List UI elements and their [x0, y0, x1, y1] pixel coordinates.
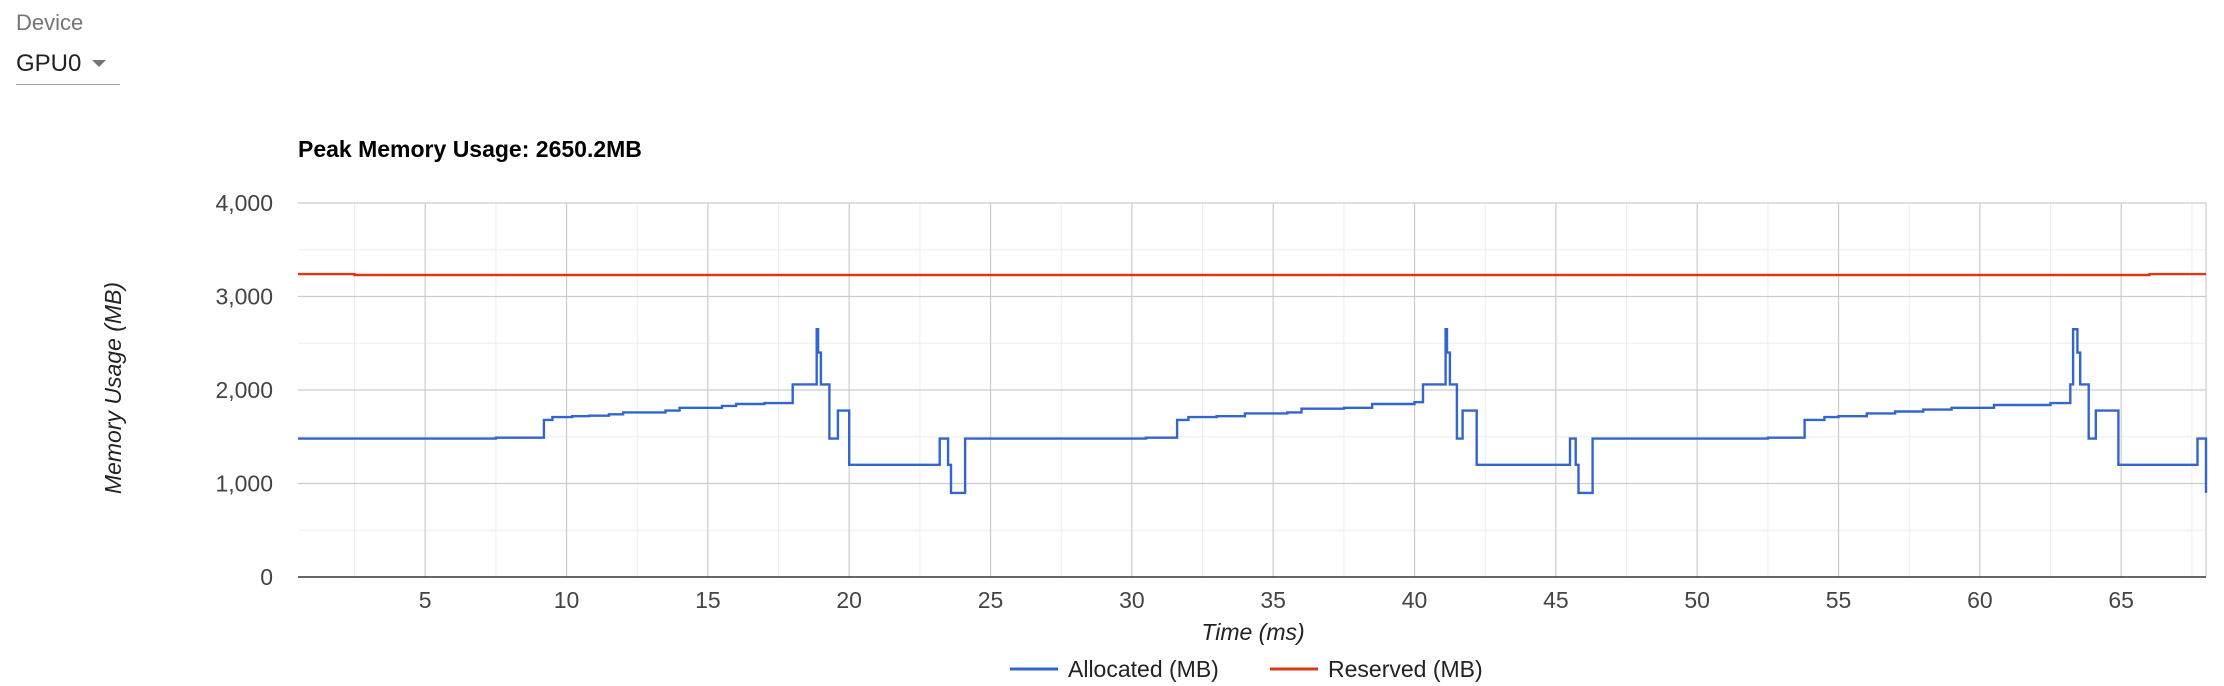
y-tick-label: 4,000 [215, 190, 273, 216]
x-tick-label: 30 [1119, 587, 1145, 613]
y-tick-label: 3,000 [215, 284, 273, 310]
series-lines [298, 272, 2208, 495]
device-selector: Device GPU0 [16, 10, 120, 85]
device-dropdown[interactable]: GPU0 [16, 44, 120, 85]
x-tick-label: 60 [1967, 587, 1993, 613]
legend-label: Allocated (MB) [1068, 656, 1219, 682]
x-tick-label: 55 [1826, 587, 1852, 613]
series-line-allocated [298, 328, 2208, 495]
device-label: Device [16, 10, 84, 35]
x-tick-label: 40 [1402, 587, 1428, 613]
x-tick-label: 5 [419, 587, 432, 613]
y-tick-label: 2,000 [215, 377, 273, 403]
device-selected-value: GPU0 [16, 50, 82, 77]
y-tick-label: 1,000 [215, 471, 273, 497]
x-tick-label: 45 [1543, 587, 1569, 613]
grid-lines [298, 202, 2207, 577]
y-axis-label: Memory Usage (MB) [100, 282, 126, 494]
x-tick-label: 65 [2108, 587, 2134, 613]
y-tick-label: 0 [260, 564, 273, 590]
x-tick-label: 10 [554, 587, 580, 613]
x-tick-label: 35 [1260, 587, 1286, 613]
series-line-reserved [298, 272, 2206, 277]
x-tick-label: 50 [1684, 587, 1710, 613]
x-axis-label: Time (ms) [1201, 619, 1304, 645]
chart-title: Peak Memory Usage: 2650.2MB [298, 136, 642, 162]
x-tick-label: 15 [695, 587, 721, 613]
legend: Allocated (MB) Reserved (MB) [1010, 656, 1483, 682]
axes: 5 10 15 20 25 30 35 40 45 50 55 60 65 0 1,000 2,000 3,00… [215, 190, 2206, 613]
chevron-down-icon[interactable] [92, 60, 106, 67]
x-tick-label: 25 [978, 587, 1004, 613]
x-tick-label: 20 [836, 587, 862, 613]
legend-label: Reserved (MB) [1328, 656, 1483, 682]
